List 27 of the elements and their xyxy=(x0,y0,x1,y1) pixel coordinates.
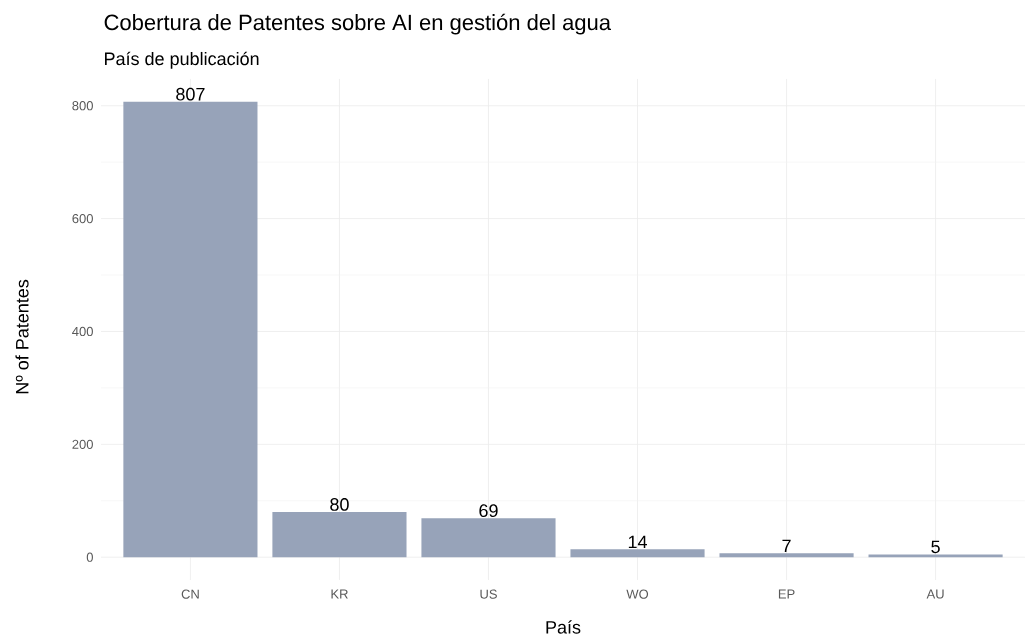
y-tick-label: 200 xyxy=(72,439,93,449)
x-tick-label: US xyxy=(480,589,497,599)
bar xyxy=(421,518,556,558)
x-tick-label: KR xyxy=(331,589,348,599)
data-label: 7 xyxy=(782,539,791,553)
y-axis-title: Nº of Patentes xyxy=(15,279,29,394)
x-tick-label: AU xyxy=(926,589,944,599)
y-tick-label: 400 xyxy=(72,326,93,337)
y-tick-label: 800 xyxy=(72,101,93,111)
bar xyxy=(570,549,705,558)
data-label: 807 xyxy=(176,87,205,101)
x-tick-label: EP xyxy=(778,589,795,599)
data-label: 69 xyxy=(479,504,498,518)
data-label: 5 xyxy=(931,540,940,554)
bar xyxy=(719,553,854,558)
data-label: 14 xyxy=(628,535,647,549)
chart-subtitle: País de publicación xyxy=(105,51,259,69)
data-label: 80 xyxy=(330,498,349,511)
y-tick-label: 600 xyxy=(72,213,93,224)
x-axis-title: País xyxy=(546,620,581,634)
bar xyxy=(272,512,407,558)
x-tick-label: CN xyxy=(181,589,199,599)
x-tick-label: WO xyxy=(626,589,649,599)
chart-title: Cobertura de Patentes sobre AI en gestión del agua xyxy=(104,13,612,35)
y-tick-label: 0 xyxy=(86,552,93,562)
bar xyxy=(123,101,258,558)
bar xyxy=(868,554,1003,558)
